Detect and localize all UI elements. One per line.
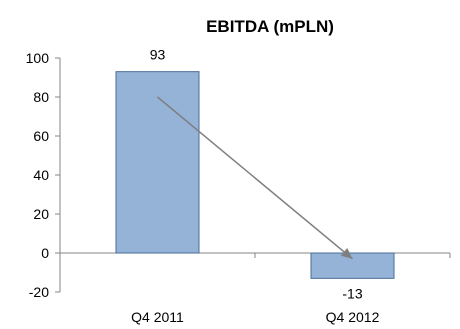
chart-title: EBITDA (mPLN) — [206, 17, 334, 36]
y-tick-label: -20 — [29, 284, 49, 300]
x-tick-label: Q4 2012 — [326, 309, 380, 325]
x-tick-label: Q4 2011 — [131, 309, 184, 325]
data-label: -13 — [342, 285, 362, 301]
bars — [115, 71, 395, 279]
trend-line — [157, 96, 353, 260]
y-tick-label: 100 — [26, 50, 50, 66]
y-tick-label: 80 — [33, 89, 49, 105]
y-tick-label: 0 — [41, 245, 49, 261]
trend-arrowhead — [340, 247, 353, 259]
bar — [310, 252, 395, 279]
y-tick-label: 20 — [33, 206, 49, 222]
data-labels: 93 -13 — [150, 47, 363, 302]
trend-arrow — [157, 96, 353, 260]
bar — [115, 71, 200, 254]
data-label: 93 — [150, 47, 166, 63]
y-tick-label: 40 — [33, 167, 49, 183]
y-axis: -20 0 20 40 60 80 100 — [26, 50, 61, 300]
y-tick-label: 60 — [33, 128, 49, 144]
